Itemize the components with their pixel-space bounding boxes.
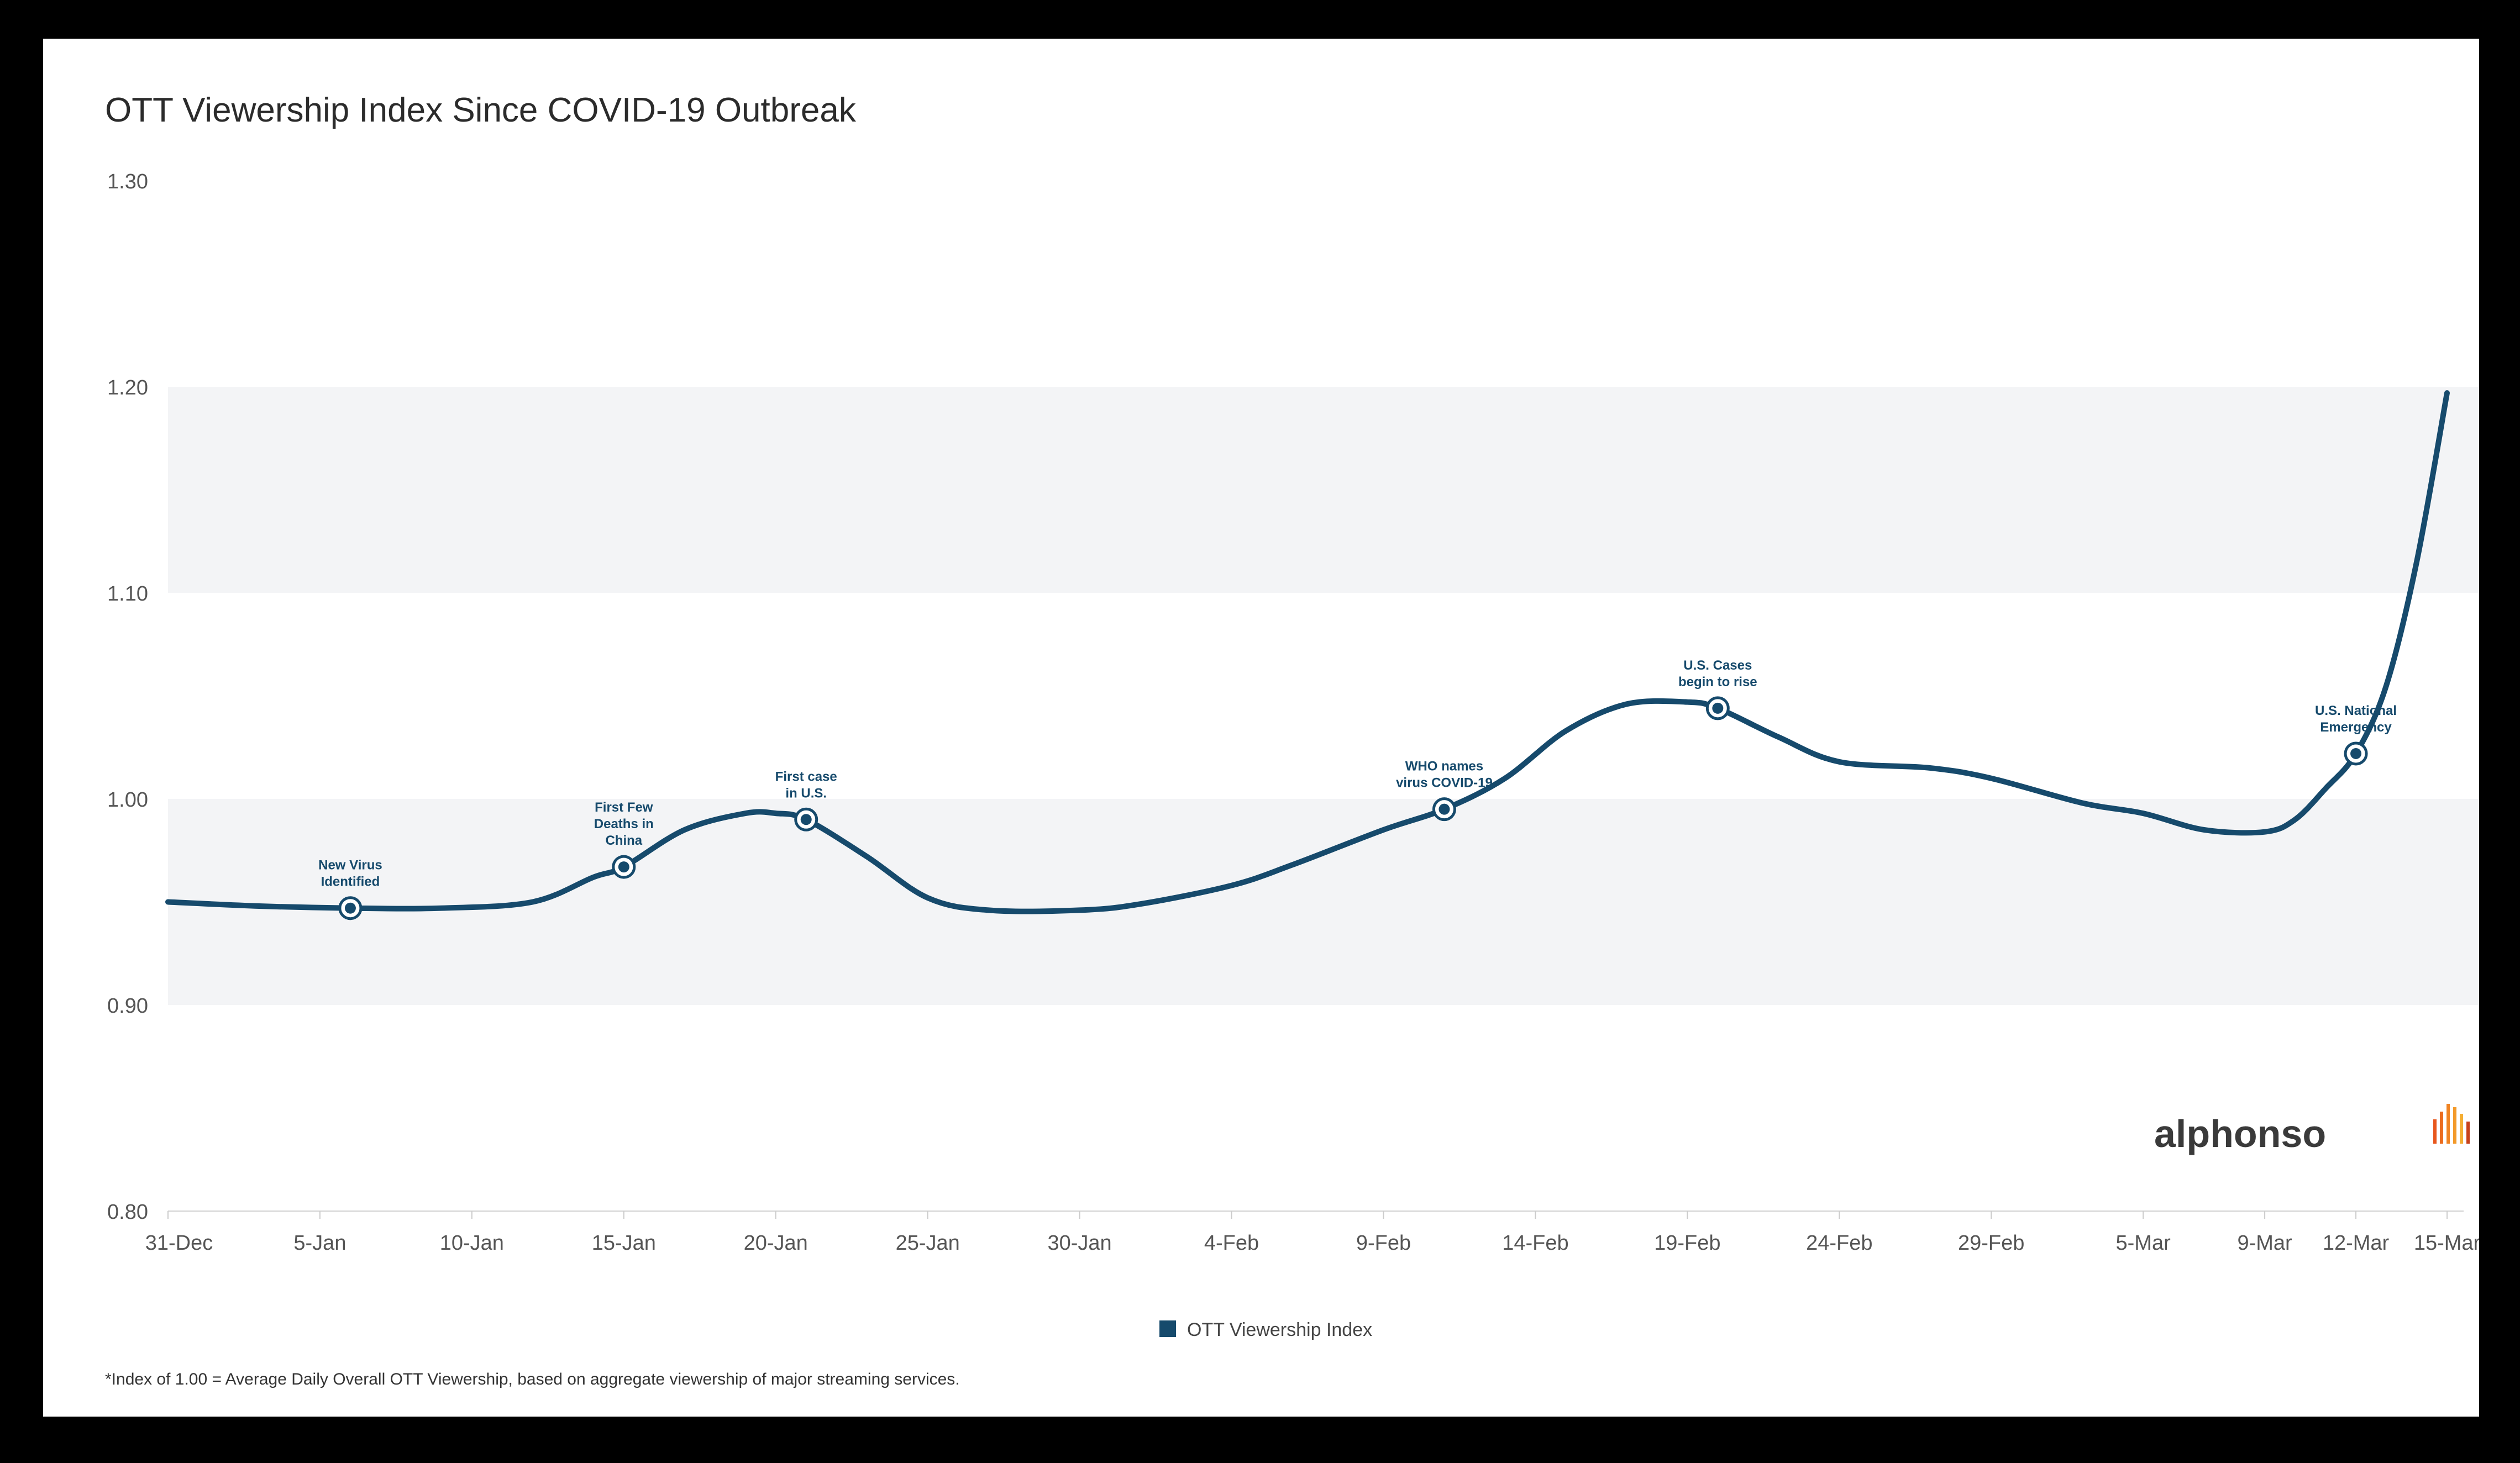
annotation-4: WHO names virus COVID-19 — [1396, 759, 1493, 822]
x-tick-label: 15-Mar — [2414, 1232, 2479, 1255]
annotation-marker-dot — [800, 814, 812, 825]
annotation-label: First Few — [595, 800, 653, 815]
annotation-label: in U.S. — [785, 786, 827, 801]
brand-bar — [2460, 1114, 2463, 1144]
x-tick-label: 14-Feb — [1502, 1232, 1568, 1255]
x-tick-label: 20-Jan — [744, 1232, 808, 1255]
alphonso-logo: alphonso — [2154, 1104, 2470, 1155]
y-tick-label: 1.10 — [107, 582, 148, 606]
annotation-label: virus COVID-19 — [1396, 776, 1493, 791]
x-tick-label: 31-Dec — [145, 1232, 213, 1255]
y-tick-label: 1.20 — [107, 376, 148, 399]
x-tick-label: 4-Feb — [1204, 1232, 1259, 1255]
y-tick-label: 0.90 — [107, 994, 148, 1018]
brand-bar — [2433, 1119, 2437, 1144]
annotation-label: New Virus — [318, 858, 382, 873]
y-tick-label: 1.00 — [107, 788, 148, 812]
annotation-label: U.S. Cases — [1683, 658, 1752, 673]
brand-wordmark: alphonso — [2154, 1112, 2326, 1155]
annotation-label: Identified — [321, 875, 380, 890]
annotation-5: U.S. Cases begin to rise — [1678, 658, 1757, 720]
x-tick-label: 25-Jan — [896, 1232, 960, 1255]
x-tick-label: 12-Mar — [2323, 1232, 2390, 1255]
legend-swatch — [1159, 1320, 1176, 1337]
brand-bar — [2453, 1107, 2456, 1144]
annotation-label: WHO names — [1405, 759, 1483, 774]
y-tick-label: 1.30 — [107, 170, 148, 193]
x-tick-label: 19-Feb — [1654, 1232, 1720, 1255]
x-tick-label: 9-Mar — [2237, 1232, 2292, 1255]
annotation-3: First case in U.S. — [775, 769, 837, 832]
x-tick-label: 30-Jan — [1047, 1232, 1111, 1255]
annotation-1: New Virus Identified — [318, 858, 382, 920]
annotation-marker-dot — [1712, 702, 1724, 714]
annotation-6: U.S. National Emergency — [2315, 703, 2397, 766]
footnote: *Index of 1.00 = Average Daily Overall O… — [105, 1370, 960, 1388]
annotation-label: U.S. National — [2315, 703, 2397, 718]
x-tick-label: 9-Feb — [1356, 1232, 1411, 1255]
legend-label: OTT Viewership Index — [1187, 1319, 1372, 1340]
y-tick-label: 0.80 — [107, 1201, 148, 1224]
line-chart: OTT Viewership Index Since COVID-19 Outb… — [105, 91, 2479, 1388]
chart-card: OTT Viewership Index Since COVID-19 Outb… — [43, 39, 2479, 1417]
annotation-label: Deaths in — [594, 817, 654, 832]
x-tick-label: 29-Feb — [1958, 1232, 2024, 1255]
x-tick-label: 15-Jan — [592, 1232, 656, 1255]
annotation-marker-dot — [344, 902, 356, 914]
annotation-marker-dot — [2350, 748, 2362, 759]
legend: OTT Viewership Index — [1159, 1319, 1372, 1340]
x-tick-label: 24-Feb — [1806, 1232, 1872, 1255]
brand-bar — [2440, 1112, 2443, 1144]
annotation-label: China — [605, 833, 642, 848]
annotation-marker-dot — [1439, 803, 1450, 815]
annotation-label: begin to rise — [1678, 675, 1757, 690]
annotation-marker-dot — [618, 861, 629, 873]
annotation-label: First case — [775, 769, 837, 784]
brand-bar — [2466, 1122, 2470, 1144]
shaded-band-2 — [168, 387, 2479, 593]
x-tick-label: 5-Jan — [293, 1232, 346, 1255]
chart-title: OTT Viewership Index Since COVID-19 Outb… — [105, 91, 857, 129]
annotation-label: Emergency — [2320, 720, 2392, 735]
x-tick-label: 10-Jan — [440, 1232, 504, 1255]
brand-bar — [2447, 1104, 2450, 1144]
x-tick-label: 5-Mar — [2116, 1232, 2171, 1255]
shaded-band-1 — [168, 799, 2479, 1005]
